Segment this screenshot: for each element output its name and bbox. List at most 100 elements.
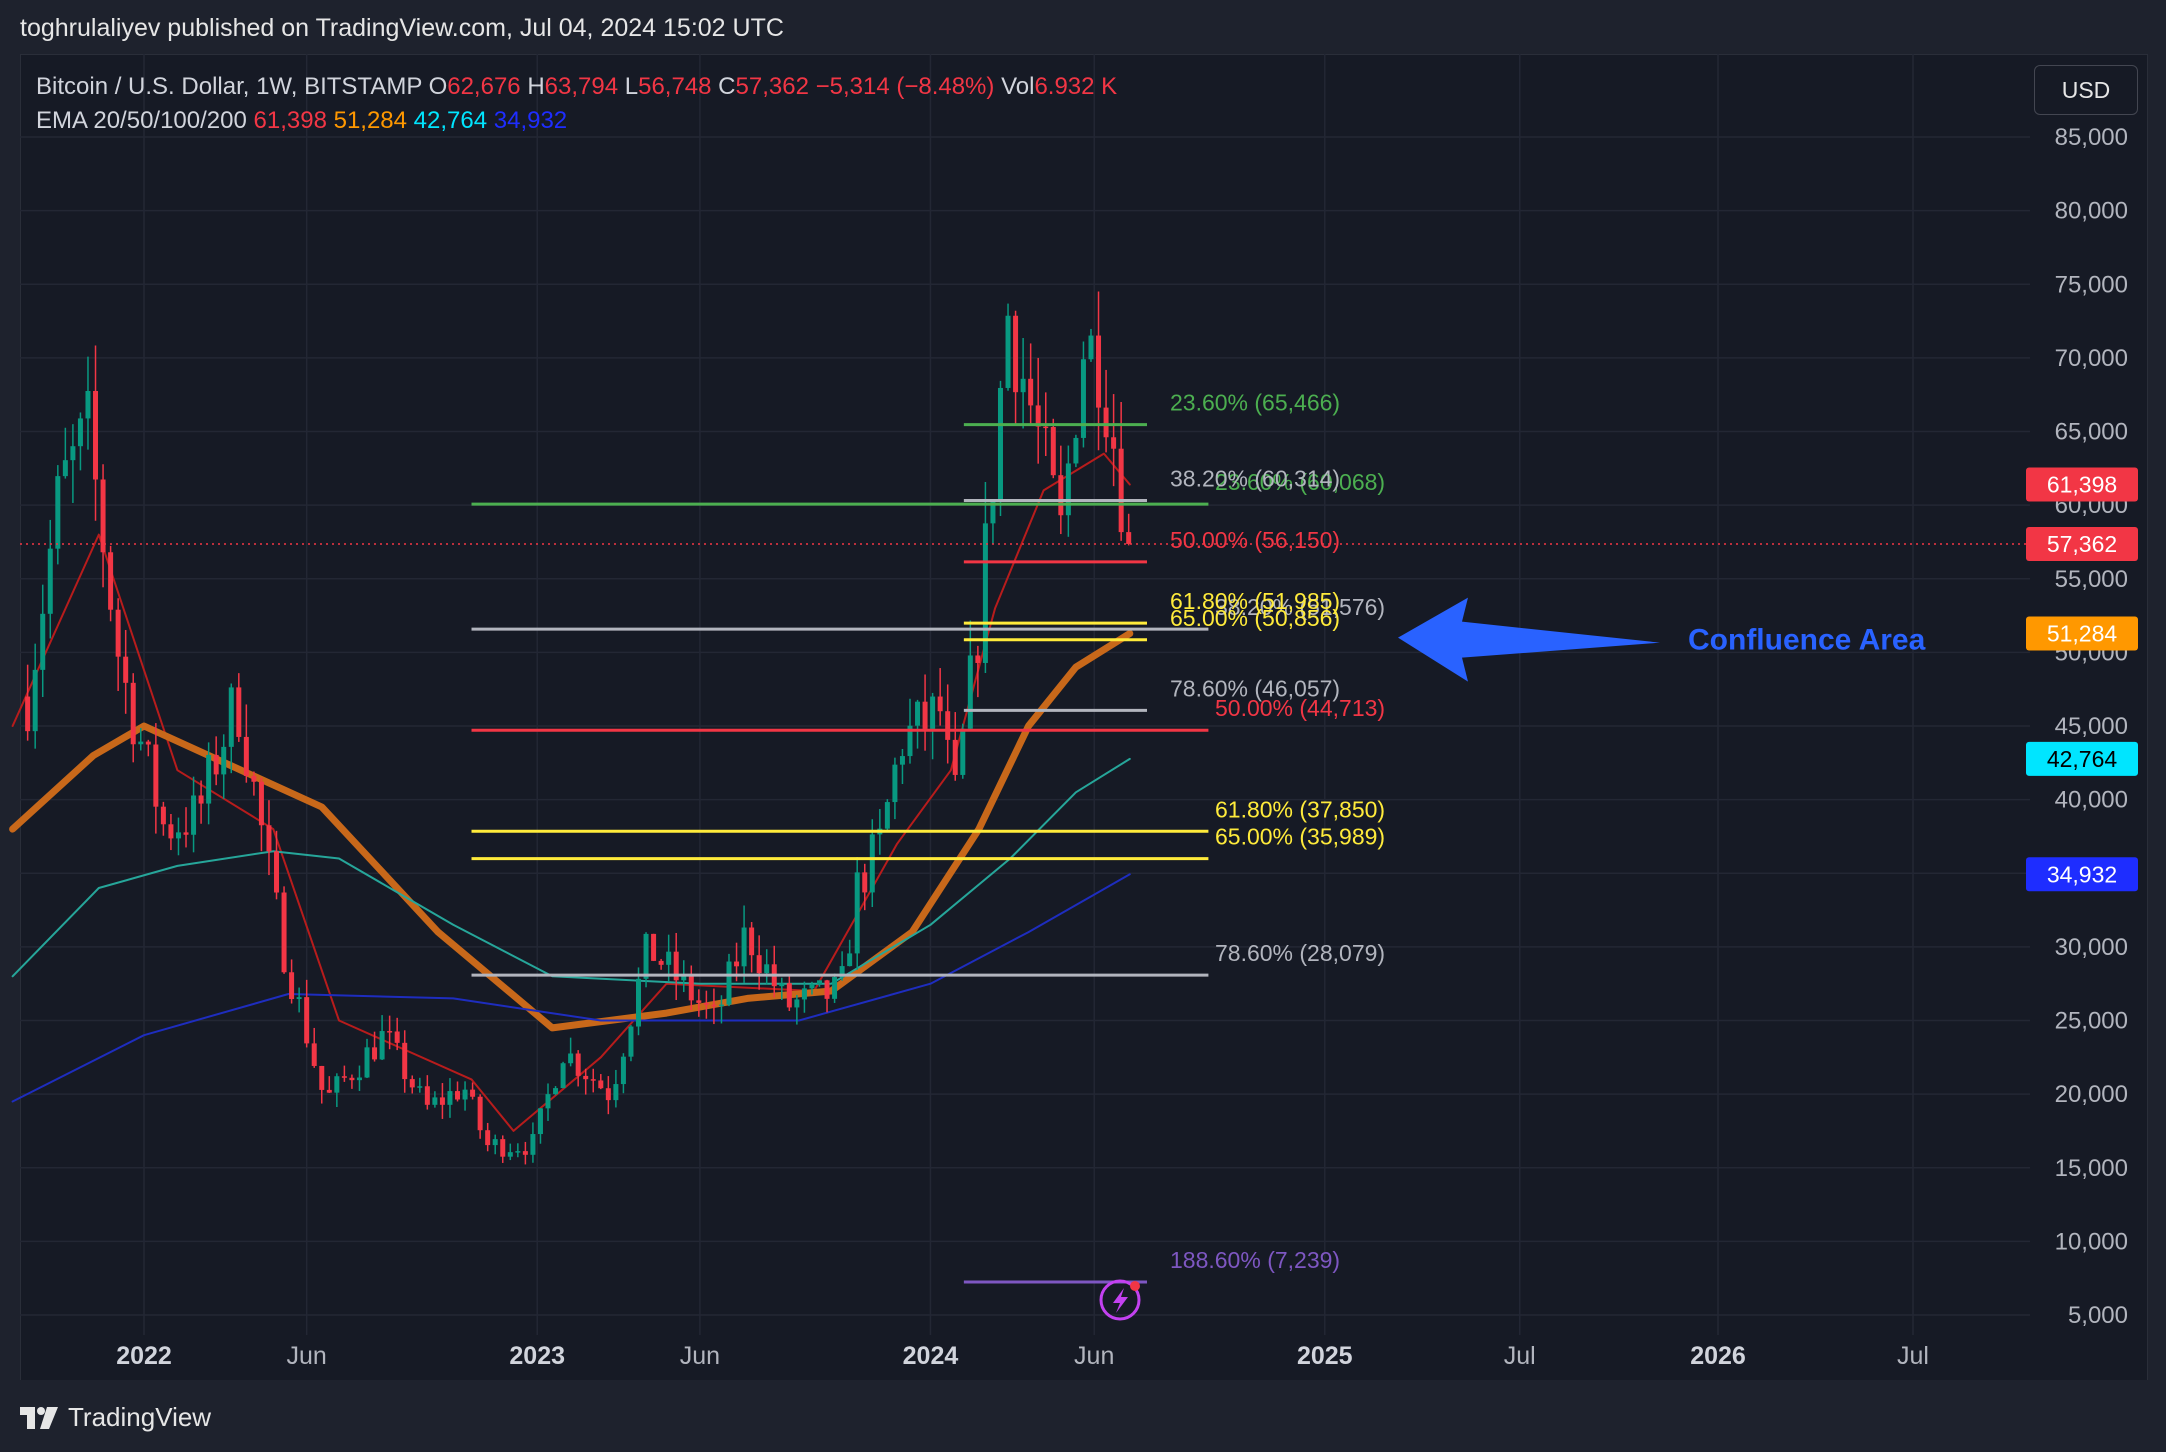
price-tag	[2026, 467, 2138, 502]
candle-body	[387, 1031, 393, 1033]
price-tick-label: 10,000	[2055, 1228, 2128, 1255]
ohlc-row: Bitcoin / U.S. Dollar, 1W, BITSTAMP O62,…	[36, 70, 1117, 104]
price-tick-label: 65,000	[2055, 419, 2128, 446]
candle-body	[922, 701, 928, 729]
price-tick-label: 75,000	[2055, 271, 2128, 298]
time-tick-label: 2025	[1297, 1342, 1353, 1370]
candle-body	[304, 997, 310, 1044]
candle-body	[854, 872, 860, 954]
candle-body	[1058, 475, 1064, 516]
candle-body	[696, 1000, 702, 1003]
tradingview-logo[interactable]: TradingView	[20, 1402, 211, 1433]
ema-line-ema100	[11, 757, 1131, 985]
candle-body	[274, 851, 280, 893]
close-value: 57,362	[735, 73, 809, 100]
candle-body	[62, 460, 68, 477]
candle-body	[145, 741, 151, 745]
candle-body	[839, 966, 845, 978]
candle-body	[175, 832, 181, 839]
ema-label[interactable]: EMA 20/50/100/200	[36, 107, 247, 134]
candle-body	[409, 1079, 415, 1088]
fib-label: 23.60% (65,466)	[1170, 390, 1340, 416]
candle-body	[153, 744, 159, 807]
arrow-shape	[1398, 597, 1660, 682]
candle-body	[590, 1079, 596, 1081]
candle-body	[568, 1053, 574, 1064]
candle-body	[952, 739, 958, 775]
candle-body	[417, 1086, 423, 1088]
candle-body	[500, 1139, 506, 1157]
candle-body	[658, 960, 664, 965]
candle-body	[236, 687, 242, 737]
fibonacci-levels: 23.60% (60,068) 38.20% (51,576) 50.00% (44…	[471, 390, 1385, 1284]
candle-body	[311, 1043, 317, 1066]
candle-body	[183, 832, 189, 835]
candle-body	[32, 669, 38, 732]
time-tick-label: Jul	[1504, 1342, 1536, 1370]
candle-body	[108, 552, 114, 610]
tradingview-brand: TradingView	[68, 1402, 212, 1432]
price-tag-label: 34,932	[2047, 861, 2117, 887]
candle-body	[364, 1047, 370, 1078]
candle-body	[258, 781, 264, 826]
candle-body	[643, 933, 649, 979]
time-tick-label: 2024	[903, 1342, 959, 1370]
price-tag	[2026, 526, 2138, 561]
candle-body	[85, 390, 91, 419]
candle-body	[756, 955, 762, 974]
candle-body	[1103, 407, 1109, 438]
candle-body	[945, 711, 951, 740]
candle-body	[168, 824, 174, 839]
candle-body	[907, 725, 913, 757]
time-axis: 2022 Jun 2023 Jun 2024 Jun 2025 Jul 2026 Jul	[116, 1342, 1929, 1370]
symbol-name[interactable]: Bitcoin / U.S. Dollar, 1W, BITSTAMP	[36, 73, 422, 100]
candle-body	[1005, 315, 1011, 388]
candle-body	[915, 701, 921, 726]
candle-body	[213, 754, 219, 775]
candle-body	[1073, 437, 1079, 464]
price-tick-label: 40,000	[2055, 787, 2128, 814]
candle-body	[1111, 437, 1117, 449]
candle-body	[477, 1096, 483, 1131]
candle-body	[997, 387, 1003, 502]
time-tick-label: Jun	[287, 1342, 327, 1370]
candle-body	[794, 999, 800, 1008]
candle-body	[809, 984, 815, 989]
candle-body	[191, 795, 197, 835]
price-tag-label: 57,362	[2047, 531, 2117, 557]
candle-body	[326, 1089, 332, 1093]
candle-body	[228, 687, 234, 747]
candle-body	[522, 1151, 528, 1155]
volume-label: Vol	[1001, 73, 1035, 100]
candle-body	[673, 951, 679, 981]
fib-label: 188.60% (7,239)	[1170, 1247, 1340, 1273]
candle-body	[243, 736, 249, 776]
candle-body	[930, 696, 936, 729]
candle-body	[1035, 405, 1041, 427]
candle-body	[982, 523, 988, 663]
ema-lines	[9, 452, 1134, 1132]
ema-line-ema200	[11, 873, 1131, 1103]
candle-body	[628, 1026, 634, 1057]
candle-body	[1050, 427, 1056, 476]
alert-dot	[1130, 1281, 1140, 1291]
candle-body	[779, 983, 785, 987]
candle-body	[507, 1152, 513, 1157]
candle-body	[960, 728, 966, 775]
candle-body	[77, 418, 83, 447]
fib-label: 50.00% (44,713)	[1215, 695, 1385, 721]
candle-body	[1088, 335, 1094, 360]
candle-body	[801, 988, 807, 1000]
fib-label: 50.00% (56,150)	[1170, 527, 1340, 553]
candle-body	[598, 1080, 604, 1089]
candle-body	[651, 933, 657, 961]
chart-pane[interactable]	[20, 54, 2148, 1382]
fib-label: 65.00% (50,856)	[1170, 605, 1340, 631]
currency-button[interactable]: USD	[2034, 65, 2138, 115]
fib-label: 61.80% (51,985)	[1170, 588, 1340, 614]
candle-body	[575, 1053, 581, 1076]
time-tick-label: 2023	[509, 1342, 565, 1370]
price-tick-label: 70,000	[2055, 345, 2128, 372]
price-tick-label: 85,000	[2055, 124, 2128, 151]
